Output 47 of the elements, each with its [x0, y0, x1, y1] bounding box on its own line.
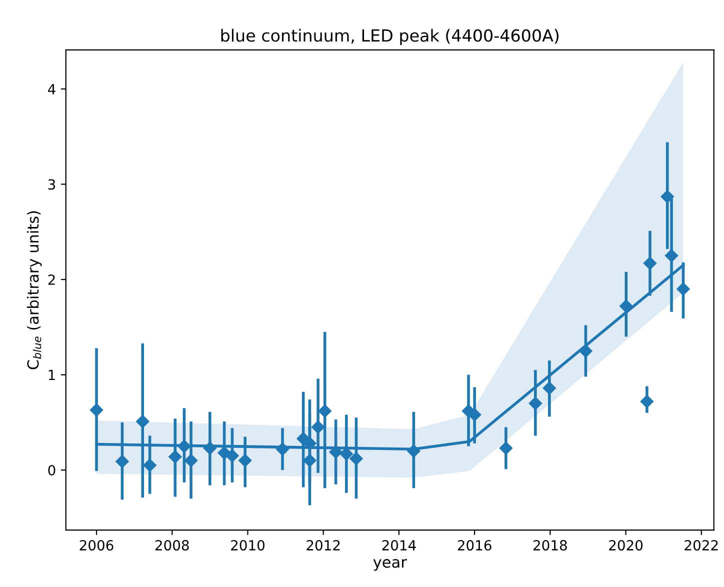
point — [499, 442, 513, 455]
point — [178, 440, 191, 453]
chart-title: blue continuum, LED peak (4400-4600A) — [221, 28, 559, 46]
point — [542, 382, 556, 395]
point — [528, 396, 542, 410]
x-tick-label: 2008 — [155, 540, 189, 551]
y-tick-label: 0 — [48, 465, 56, 476]
point — [407, 444, 420, 458]
point — [116, 454, 129, 468]
point — [276, 442, 290, 456]
point — [90, 403, 104, 417]
x-tick-label: 2010 — [231, 540, 264, 551]
point — [311, 420, 325, 434]
x-tick-label: 2006 — [80, 540, 114, 551]
point — [660, 190, 674, 204]
x-tick-label: 2022 — [684, 540, 718, 551]
y-tick-label: 1 — [48, 370, 55, 380]
x-tick-label: 2012 — [306, 540, 340, 551]
x-tick-label: 2016 — [458, 540, 492, 551]
x-tick-label: 2020 — [609, 540, 643, 551]
point — [136, 414, 150, 428]
point — [640, 394, 654, 408]
y-tick-label: 2 — [48, 274, 55, 285]
point — [340, 447, 353, 460]
point — [143, 458, 156, 472]
point — [168, 450, 182, 464]
point — [350, 452, 363, 466]
y-axis-title: C$_{blue}$ (arbitrary units) — [26, 211, 42, 370]
point — [238, 454, 252, 468]
point — [676, 282, 690, 296]
point — [303, 436, 316, 450]
point — [620, 300, 633, 313]
point — [468, 408, 482, 422]
x-axis-title: year — [373, 559, 407, 571]
y-tick-label: 4 — [48, 84, 56, 94]
point — [643, 256, 657, 270]
point — [579, 344, 592, 358]
x-tick-label: 2014 — [382, 540, 416, 551]
point — [664, 249, 678, 262]
point — [184, 454, 198, 468]
x-tick-label: 2018 — [534, 540, 567, 551]
point — [226, 449, 239, 462]
point — [303, 454, 316, 468]
point — [318, 404, 332, 418]
point — [329, 445, 342, 459]
y-tick-label: 3 — [48, 179, 56, 190]
point — [203, 442, 217, 455]
